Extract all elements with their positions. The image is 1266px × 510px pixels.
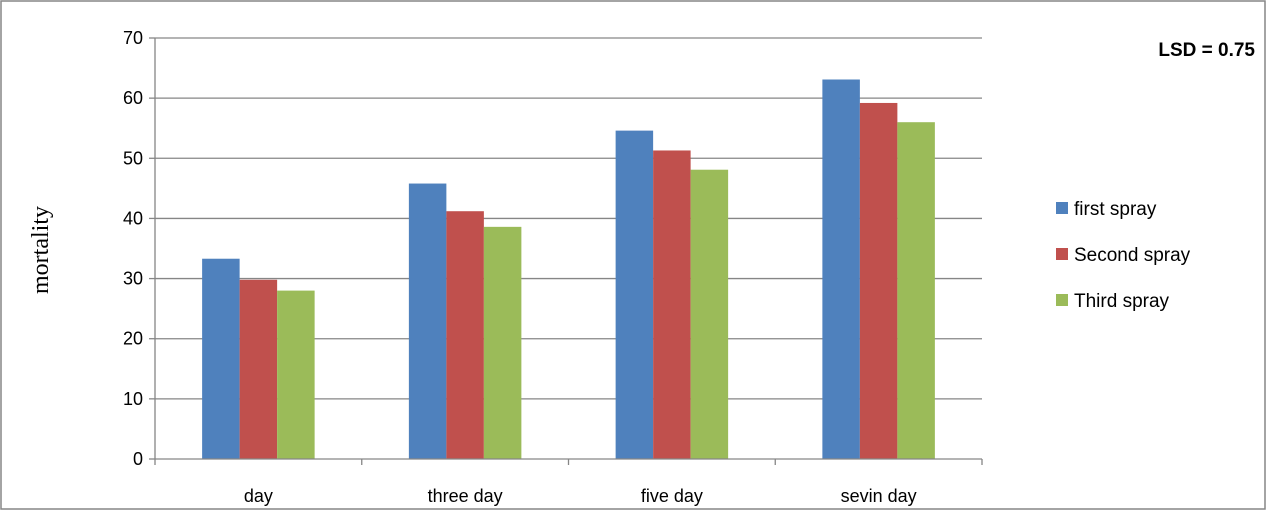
tick-labels: 0 10 20 30 40 50 60 70 day three day five day sevin…	[123, 28, 917, 506]
bar-second-spray-2	[653, 150, 691, 459]
bar-first-spray-0	[202, 258, 240, 459]
bar-first-spray-2	[615, 130, 654, 459]
x-tick-label-1: three day	[428, 486, 503, 506]
legend-swatch-1	[1056, 248, 1068, 260]
x-tick-label-3: sevin day	[841, 486, 917, 506]
x-tick-label-2: five day	[641, 486, 703, 506]
legend-swatch-2	[1056, 294, 1068, 306]
bar-third-spray-2	[690, 169, 729, 459]
y-tick-label-6: 60	[123, 88, 143, 108]
y-tick-label-3: 30	[123, 269, 143, 289]
y-tick-label-4: 40	[123, 208, 143, 228]
bar-third-spray-1	[483, 226, 522, 459]
legend-label-2: Third spray	[1074, 291, 1170, 312]
legend-label-1: Second spray	[1074, 245, 1191, 266]
axes	[154, 38, 983, 465]
y-axis-label: mortality	[28, 206, 54, 294]
y-tick-label-5: 50	[123, 148, 143, 168]
legend-swatch-0	[1056, 202, 1068, 214]
bar-second-spray-0	[239, 279, 278, 459]
y-tick-label-0: 0	[133, 449, 143, 469]
bar-first-spray-3	[822, 79, 860, 460]
bar-second-spray-1	[446, 211, 484, 459]
bar-third-spray-0	[277, 290, 315, 459]
x-tick-label-0: day	[244, 486, 273, 506]
bar-second-spray-3	[859, 102, 898, 459]
lsd-annotation: LSD = 0.75	[1158, 40, 1255, 61]
y-tick-label-1: 10	[123, 389, 143, 409]
legend: first spray Second spray Third spray	[1056, 199, 1191, 312]
y-tick-label-7: 70	[123, 28, 143, 48]
bars	[202, 79, 935, 460]
bar-third-spray-3	[897, 122, 935, 459]
bar-first-spray-1	[408, 183, 447, 459]
legend-label-0: first spray	[1074, 199, 1157, 220]
y-tick-label-2: 20	[123, 329, 143, 349]
